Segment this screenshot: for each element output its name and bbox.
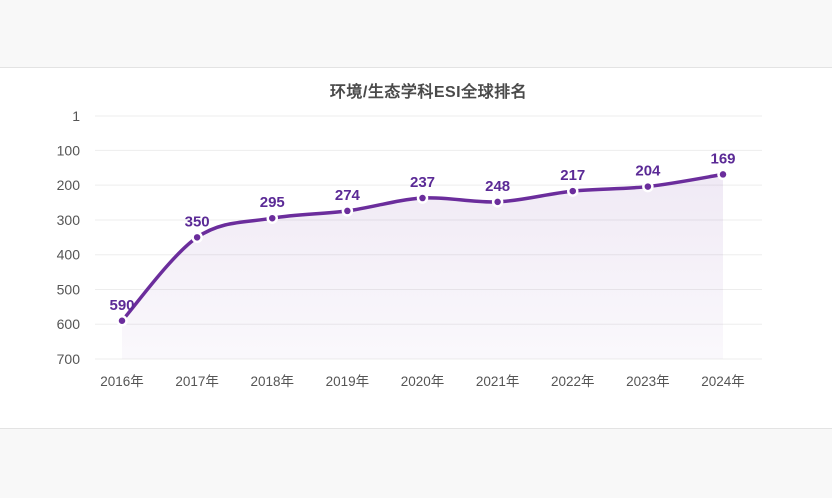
x-tick-label: 2020年	[401, 374, 445, 389]
y-tick-label: 1	[72, 108, 80, 124]
page-bottom-margin	[0, 429, 832, 498]
data-label: 169	[710, 150, 735, 167]
y-axis-labels: 1 100 200 300 400 500 600 700	[57, 108, 81, 367]
x-axis-labels: 2016年 2017年 2018年 2019年 2020年 2021年 2022年 2023年…	[100, 374, 745, 389]
data-point-2018年[interactable]	[266, 212, 278, 224]
chart-title: 环境/生态学科ESI全球排名	[329, 84, 528, 101]
x-tick-label: 2018年	[250, 374, 294, 389]
data-point-2016年[interactable]	[116, 315, 128, 327]
y-tick-label: 300	[57, 212, 81, 228]
data-points	[116, 168, 729, 327]
x-tick-label: 2017年	[175, 374, 219, 389]
x-tick-label: 2019年	[326, 374, 370, 389]
y-tick-label: 700	[57, 351, 81, 367]
data-label: 350	[185, 213, 210, 230]
data-labels: 590 350 295 274 237 248 217 204 169	[109, 150, 735, 313]
data-label: 295	[260, 194, 285, 211]
data-point-2021年[interactable]	[491, 196, 504, 208]
data-point-2019年[interactable]	[341, 205, 354, 217]
x-tick-label: 2024年	[701, 374, 745, 389]
page-top-margin	[0, 0, 832, 68]
data-label: 204	[635, 163, 661, 180]
x-tick-label: 2016年	[100, 374, 144, 389]
y-tick-label: 500	[57, 281, 81, 297]
data-point-2024年[interactable]	[717, 168, 729, 181]
data-label: 217	[560, 167, 585, 184]
data-label: 237	[410, 174, 435, 191]
data-point-2017年[interactable]	[191, 231, 203, 244]
y-tick-label: 200	[57, 177, 81, 193]
data-point-2022年[interactable]	[567, 185, 579, 197]
x-tick-label: 2021年	[476, 374, 520, 389]
data-label: 274	[335, 187, 361, 204]
y-tick-label: 100	[57, 142, 81, 158]
y-tick-label: 400	[57, 247, 81, 263]
chart-card: 1 100 200 300 400 500 600 700 2016年 2017年 2018年 201…	[0, 68, 832, 429]
data-label: 248	[485, 178, 510, 195]
data-point-2023年[interactable]	[642, 180, 654, 193]
data-point-2020年[interactable]	[416, 192, 429, 204]
x-tick-label: 2023年	[626, 374, 670, 389]
y-tick-label: 600	[57, 316, 81, 332]
data-label: 590	[109, 297, 134, 314]
x-tick-label: 2022年	[551, 374, 595, 389]
